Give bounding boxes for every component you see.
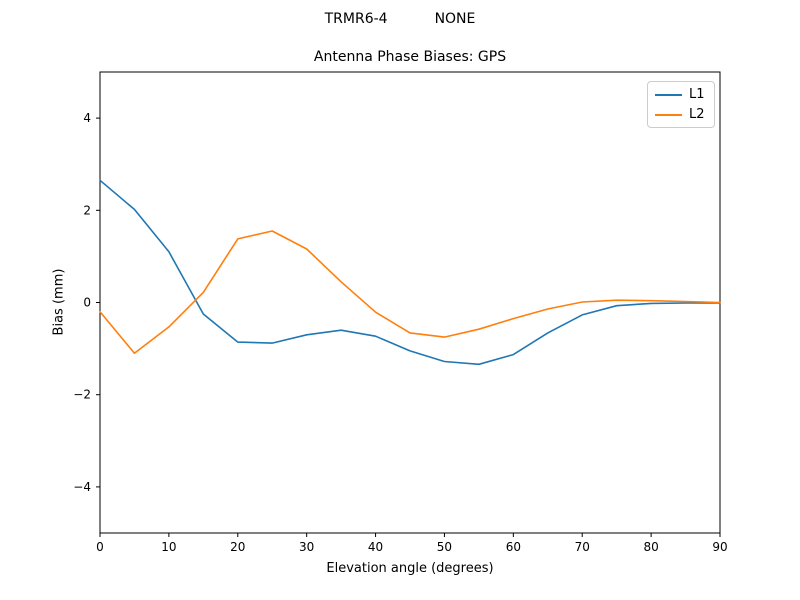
x-tick-label: 90 bbox=[712, 540, 727, 554]
y-tick-label: 4 bbox=[83, 111, 91, 125]
legend-line-l2 bbox=[655, 113, 682, 116]
x-tick-label: 80 bbox=[643, 540, 658, 554]
y-tick-label: −2 bbox=[73, 388, 91, 402]
y-tick-label: 2 bbox=[83, 203, 91, 217]
x-tick-label: 10 bbox=[161, 540, 176, 554]
x-tick-label: 40 bbox=[368, 540, 383, 554]
x-tick-label: 20 bbox=[230, 540, 245, 554]
x-tick-label: 50 bbox=[437, 540, 452, 554]
figure-suptitle: TRMR6-4 NONE bbox=[0, 11, 800, 27]
y-tick-label: 0 bbox=[83, 296, 91, 310]
legend-label-l1: L1 bbox=[689, 87, 705, 102]
series-line-l1 bbox=[99, 179, 721, 366]
x-tick-label: 70 bbox=[575, 540, 590, 554]
suptitle-station: TRMR6-4 bbox=[324, 11, 388, 27]
series-line-l2 bbox=[99, 230, 721, 355]
legend-item-l2: L2 bbox=[655, 106, 705, 123]
legend-label-l2: L2 bbox=[689, 107, 705, 122]
x-axis-label: Elevation angle (degrees) bbox=[326, 561, 494, 576]
legend-item-l1: L1 bbox=[655, 86, 705, 103]
legend: L1 L2 bbox=[647, 81, 715, 128]
y-tick-label: −4 bbox=[73, 480, 91, 494]
x-tick-label: 0 bbox=[96, 540, 104, 554]
x-tick-label: 60 bbox=[506, 540, 521, 554]
legend-line-l1 bbox=[655, 93, 682, 96]
suptitle-radome: NONE bbox=[434, 11, 476, 27]
chart-title: Antenna Phase Biases: GPS bbox=[313, 49, 507, 65]
y-axis-label: Bias (mm) bbox=[51, 268, 67, 336]
x-tick-label: 30 bbox=[299, 540, 314, 554]
